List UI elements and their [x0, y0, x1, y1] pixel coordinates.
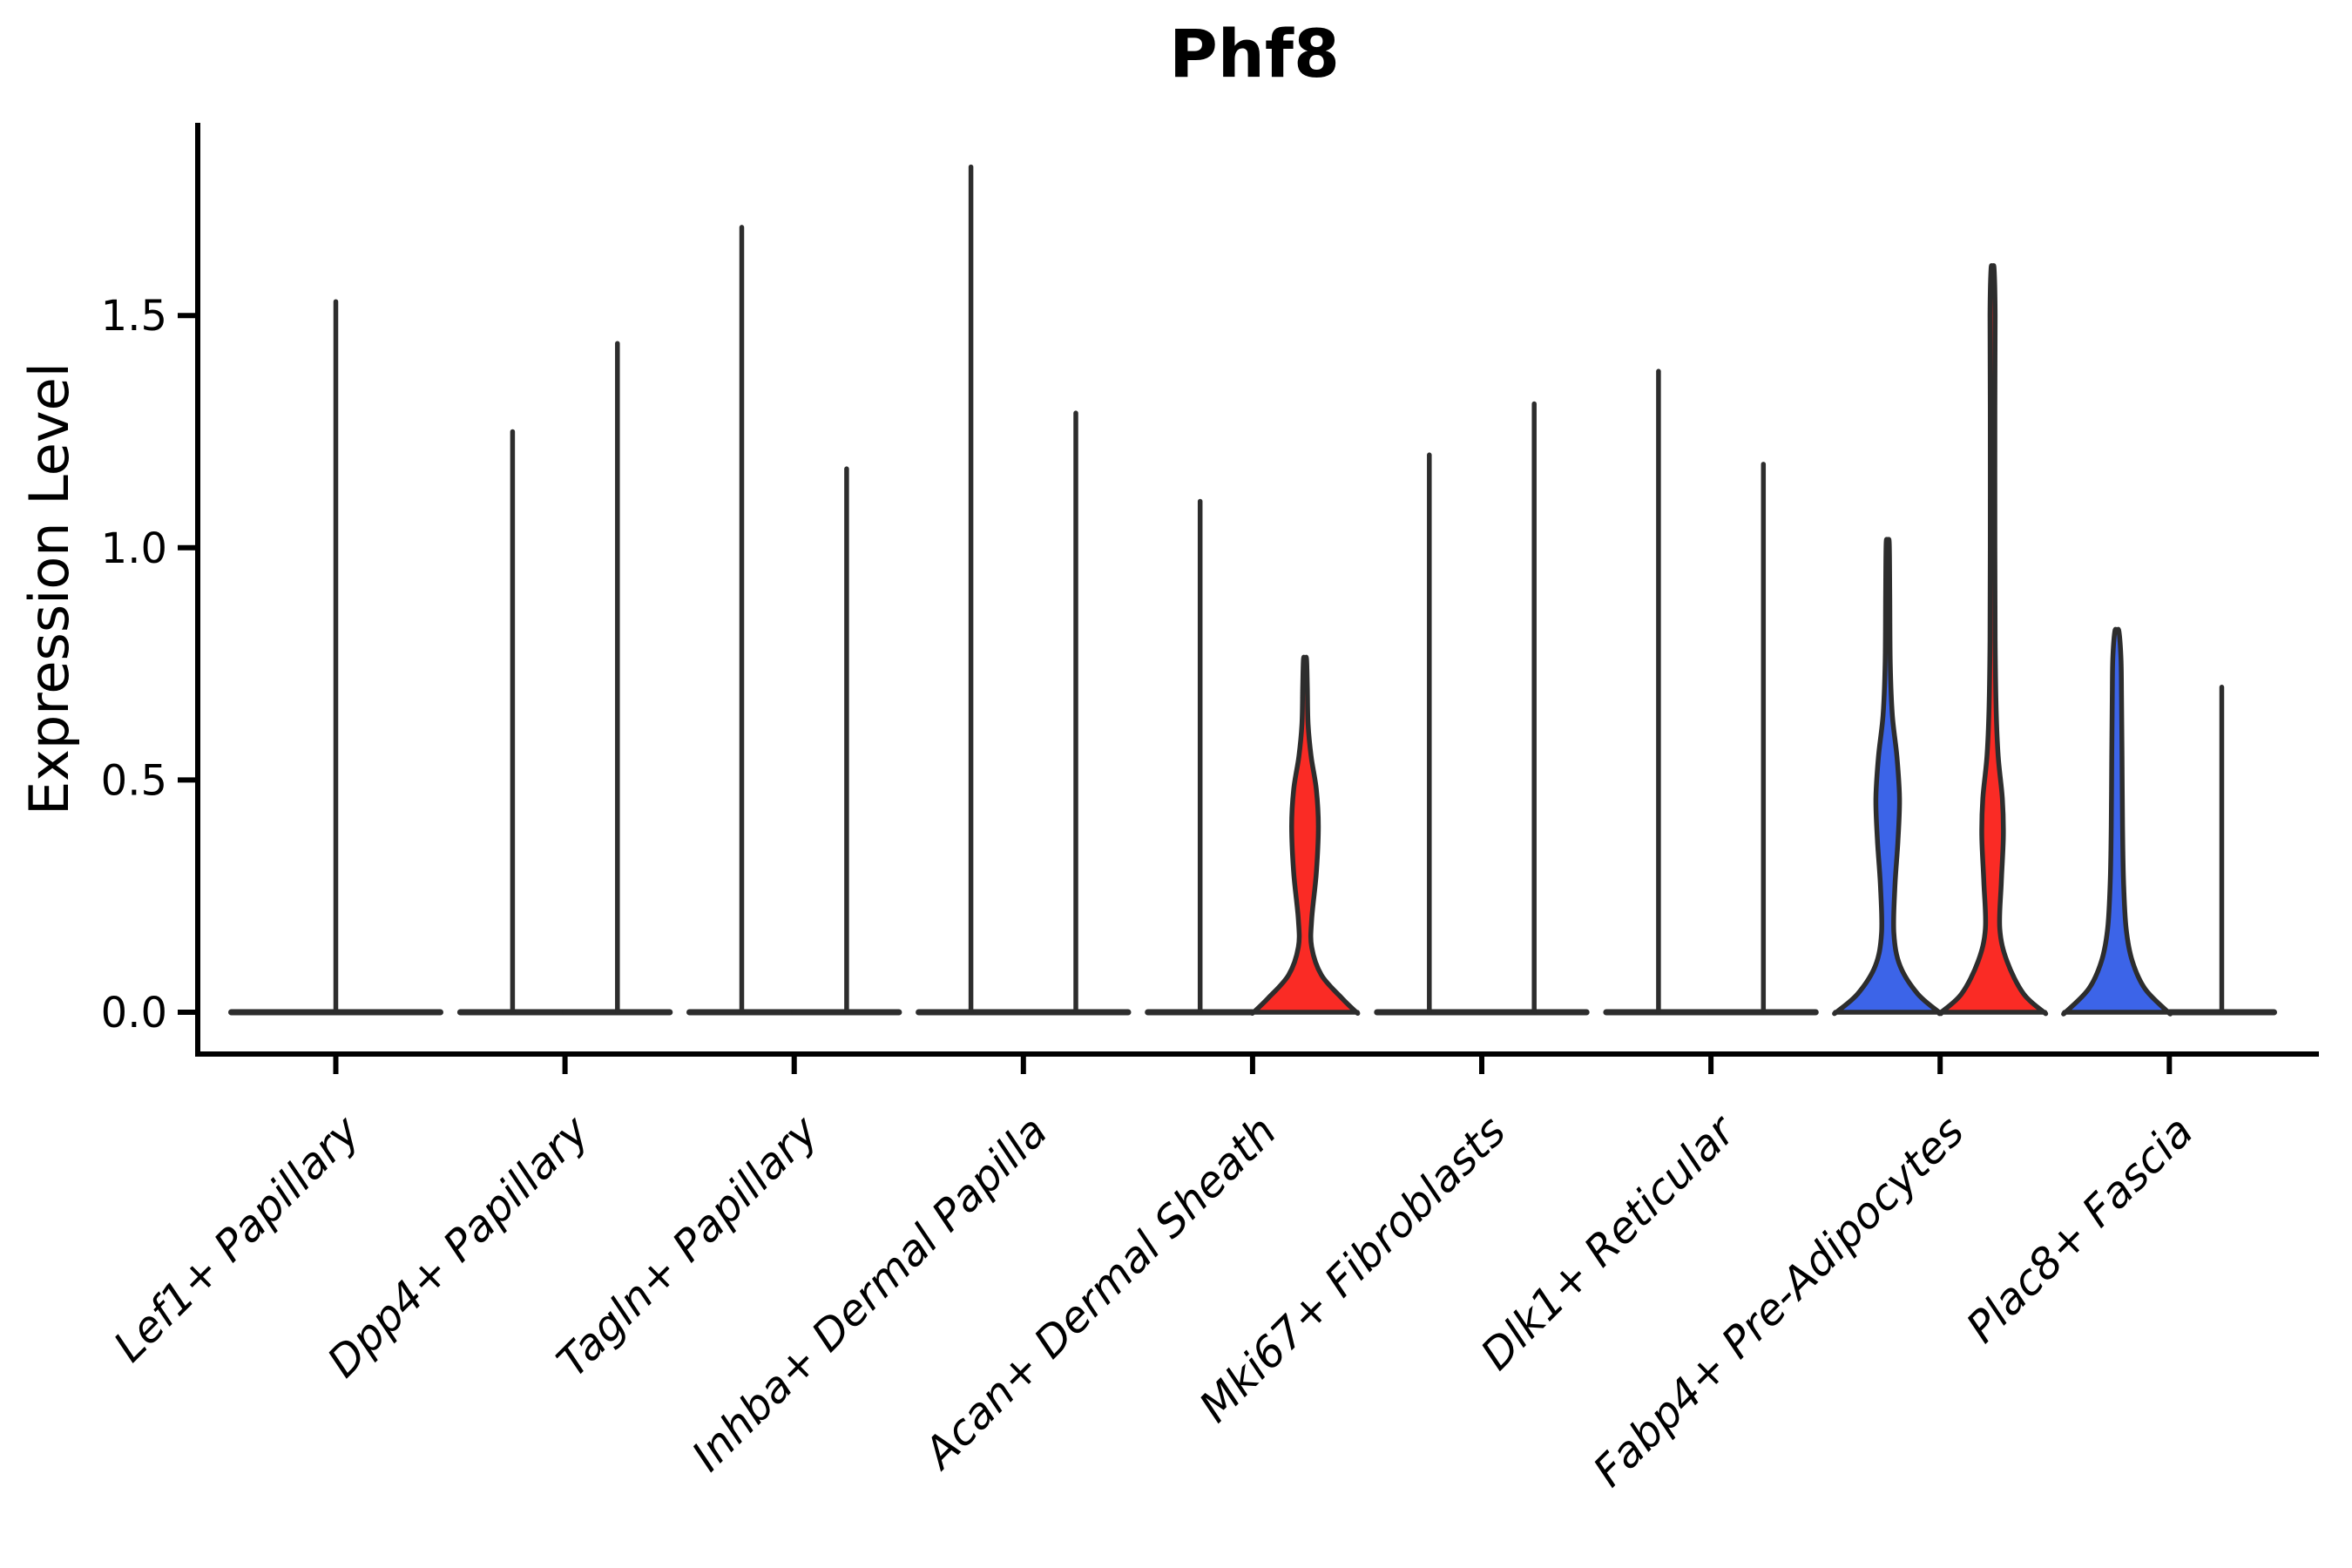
violin-Fabp4+-right-body — [1936, 263, 2049, 1017]
y-tick-label: 0.5 — [101, 756, 167, 805]
chart-title: Phf8 — [1169, 15, 1340, 92]
y-axis-label: Expression Level — [17, 362, 81, 815]
x-tick-label: Fabp4+ Pre-Adipocytes — [1584, 1106, 1974, 1497]
x-tick-label: Lef1+ Papillary — [105, 1105, 370, 1371]
x-tick-label: Plac8+ Fascia — [1957, 1106, 2202, 1352]
y-tick-label: 1.5 — [101, 292, 167, 341]
violin-Acan+-right-body — [1249, 654, 1361, 1016]
violin-Fabp4+-left-body — [1832, 537, 1943, 1017]
y-tick-label: 1.0 — [101, 524, 167, 573]
violin-Plac8+-left-body — [2061, 626, 2173, 1017]
y-tick-label: 0.0 — [101, 989, 167, 1037]
x-tick-label: Dlk1+ Reticular — [1471, 1105, 1746, 1379]
